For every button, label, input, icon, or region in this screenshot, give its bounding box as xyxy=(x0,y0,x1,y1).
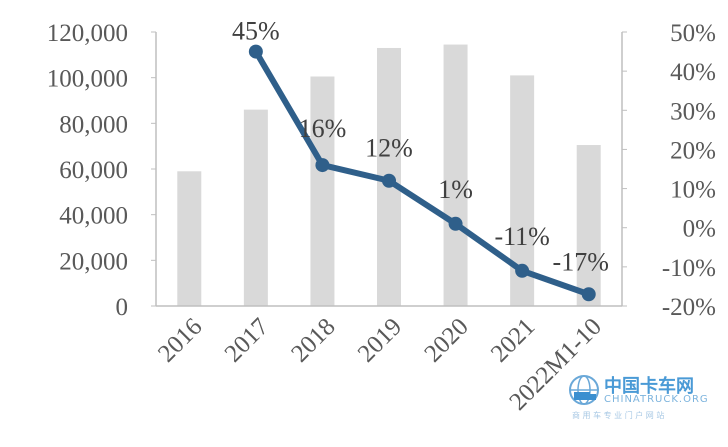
watermark-tagline: 商 用 车 专 业 门 户 网 站 xyxy=(572,411,665,420)
x-tick-label-2020: 2020 xyxy=(419,313,473,367)
left-tick-label: 60,000 xyxy=(59,157,128,184)
left-tick-label: 120,000 xyxy=(47,20,128,47)
bar-2017 xyxy=(243,109,268,306)
growth-point-2019 xyxy=(382,173,396,188)
growth-label-2017: 45% xyxy=(232,17,280,46)
left-tick-label: 20,000 xyxy=(59,248,128,275)
right-tick-label: 30% xyxy=(670,98,716,125)
right-axis-tick-labels: -20% -10% 0% 10% 20% 30% 40% 50% xyxy=(622,20,716,321)
x-tick-label-2016: 2016 xyxy=(153,313,207,367)
right-tick-label: 40% xyxy=(670,59,716,86)
growth-label-2019: 12% xyxy=(365,134,413,163)
truck-globe-logo xyxy=(569,375,599,405)
bar-2022M1-10 xyxy=(576,145,601,306)
left-axis-tick-labels: 0 20,000 40,000 60,000 80,000 100,000 120,000 xyxy=(47,20,156,321)
growth-label-2018: 16% xyxy=(299,114,347,143)
bar-2020 xyxy=(443,44,468,306)
left-tick-label: 80,000 xyxy=(59,111,128,138)
left-tick-label: 100,000 xyxy=(47,66,128,93)
growth-line xyxy=(252,48,592,298)
watermark-domain: CHINATRUCK.ORG xyxy=(604,394,709,405)
bars-layer xyxy=(177,44,601,307)
x-tick-label-2018: 2018 xyxy=(286,313,340,367)
growth-data-labels: 45% 16% 12% 1% -11%-17% xyxy=(232,17,609,277)
growth-point-2021 xyxy=(515,263,530,278)
bar-2018 xyxy=(310,76,335,307)
right-tick-label: -10% xyxy=(662,255,716,282)
right-tick-label: 50% xyxy=(670,20,716,47)
left-tick-label: 40,000 xyxy=(59,203,128,230)
growth-line-layer xyxy=(248,44,596,302)
right-tick-label: 10% xyxy=(670,177,716,204)
bar-2021 xyxy=(510,75,535,306)
growth-point-2022M1-10 xyxy=(581,287,596,302)
bar-2016 xyxy=(177,171,202,306)
growth-label-2022M1-10: -17% xyxy=(553,247,609,276)
growth-point-2018 xyxy=(315,158,330,173)
left-tick-label: 0 xyxy=(116,294,129,321)
right-tick-label: 0% xyxy=(683,216,716,243)
growth-label-2020: 1% xyxy=(438,175,473,204)
x-tick-label-2019: 2019 xyxy=(353,313,407,367)
watermark: 中国卡车网 CHINATRUCK.ORG 商 用 车 专 业 门 户 网 站 xyxy=(566,370,716,424)
growth-point-2017 xyxy=(248,44,263,59)
watermark-title: 中国卡车网 xyxy=(604,376,694,397)
growth-point-2020 xyxy=(448,216,463,231)
growth-label-2021: -11% xyxy=(494,222,549,251)
x-tick-label-2017: 2017 xyxy=(220,313,274,367)
right-tick-label: 20% xyxy=(670,137,716,164)
x-tick-label-2021: 2021 xyxy=(486,313,540,367)
right-tick-label: -20% xyxy=(662,294,716,321)
